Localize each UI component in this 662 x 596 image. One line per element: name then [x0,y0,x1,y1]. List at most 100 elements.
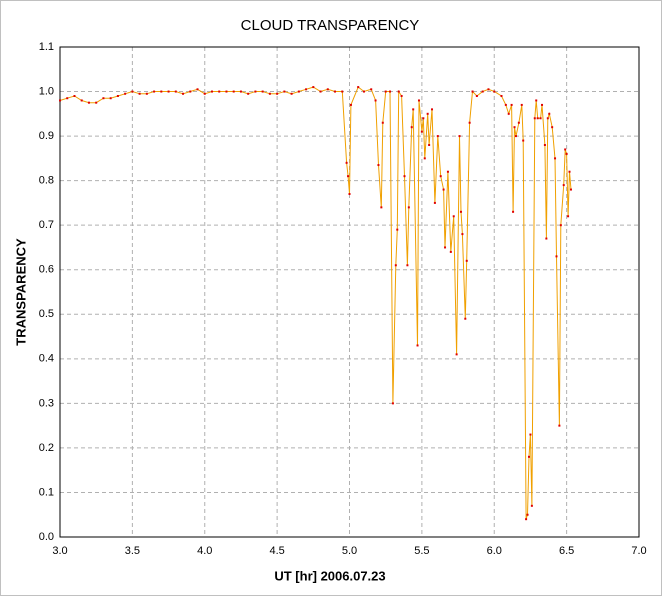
data-point [422,117,425,120]
data-point [394,264,397,267]
data-point [446,170,449,173]
data-point [345,161,348,164]
data-point [276,92,279,95]
data-point [102,97,105,100]
x-tick-label: 6.5 [559,545,574,557]
data-point [232,90,235,93]
data-point [210,90,213,93]
data-point [512,210,515,213]
data-point [381,121,384,124]
data-point [410,126,413,129]
data-point [522,139,525,142]
y-axis-label: TRANSPARENCY [13,238,28,346]
data-point [465,259,468,262]
data-point [444,246,447,249]
data-point [334,90,337,93]
data-point [529,433,532,436]
y-tick-label: 1.0 [39,85,54,97]
data-point [412,108,415,111]
data-point [417,99,420,102]
y-tick-label: 0.7 [39,219,54,231]
data-point [377,164,380,167]
data-point [407,206,410,209]
data-point [428,144,431,146]
x-tick-label: 3.0 [52,545,67,557]
data-point [559,224,562,227]
data-point [461,233,464,236]
x-tick-label: 6.0 [487,545,502,557]
data-point [510,103,513,106]
data-point [131,90,134,93]
data-point [514,135,517,138]
data-point [536,117,539,120]
data-point [539,117,542,120]
data-point [543,144,546,146]
data-point [525,518,528,521]
data-point [290,92,293,95]
data-point [218,90,221,93]
data-point [374,99,377,102]
data-point [370,88,373,91]
data-point [124,92,127,95]
data-point [389,90,392,93]
data-point [384,90,387,93]
data-point [349,103,352,106]
x-tick-label: 3.5 [125,545,140,557]
y-tick-label: 1.1 [39,41,54,53]
data-point [189,90,192,93]
data-point [520,103,523,106]
data-point [487,88,490,91]
data-point [431,108,434,111]
x-tick-label: 4.0 [197,545,212,557]
data-point [348,193,351,195]
data-point [551,126,554,129]
y-tick-label: 0.5 [39,308,54,320]
data-point [347,175,350,178]
data-point [391,402,394,405]
y-tick-label: 0.1 [39,486,54,498]
data-point [138,92,141,95]
data-point [526,513,529,516]
data-point [481,90,484,93]
data-point [182,92,185,95]
data-point [109,97,112,100]
data-point [416,344,419,347]
data-point [73,95,76,97]
x-tick-label: 4.5 [269,545,284,557]
x-axis-label: UT [hr] 2006.07.23 [274,568,385,583]
data-point [362,90,365,93]
data-point [439,175,442,178]
data-point [160,90,163,93]
data-point [500,95,503,97]
data-point [504,103,507,106]
data-point [555,255,558,258]
data-point [471,90,474,93]
data-point [459,210,462,213]
data-point [80,99,83,102]
x-tick-label: 5.5 [414,545,429,557]
data-point [95,101,98,104]
data-point [268,92,271,95]
data-line [59,86,572,520]
data-point [116,95,119,97]
data-point [558,424,561,427]
data-point [458,135,461,138]
y-tick-label: 0.4 [39,353,54,365]
data-point [527,455,530,458]
data-point [449,250,452,253]
data-point [507,112,510,115]
plot-border [59,46,640,538]
data-point [562,184,565,187]
data-point [59,99,61,102]
data-point [452,215,455,218]
data-point [312,86,315,89]
data-point [87,101,90,104]
data-point [517,121,520,124]
data-point [569,188,572,191]
data-point [400,95,403,97]
data-point [305,88,308,91]
chart-title: CLOUD TRANSPARENCY [241,17,420,34]
data-point [468,121,471,124]
y-tick-label: 0.8 [39,175,54,187]
